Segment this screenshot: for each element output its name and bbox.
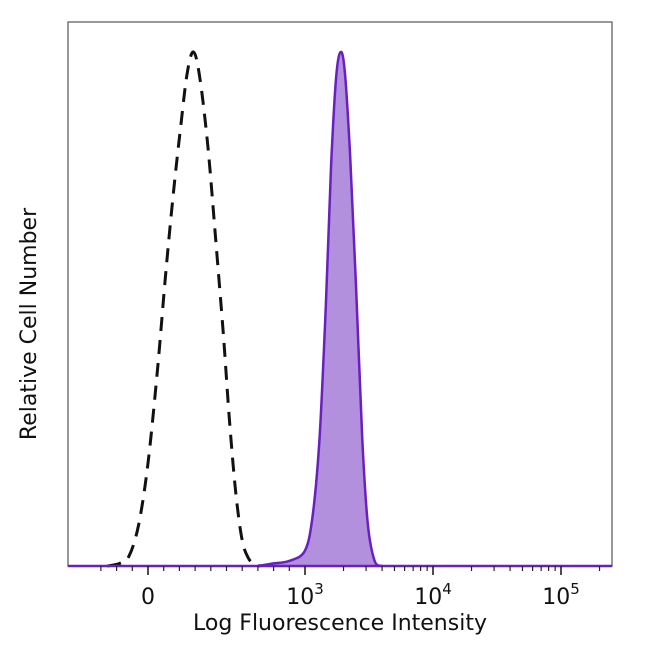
x-tick-label: 103 bbox=[286, 580, 324, 610]
axes: 0 103 104 105 Log Fluorescence Intensity Rela… bbox=[17, 21, 613, 636]
series-1-fill bbox=[257, 51, 383, 566]
series-1-line bbox=[257, 50, 383, 568]
x-tick-label: 105 bbox=[542, 580, 580, 610]
series-0-line bbox=[106, 50, 262, 568]
x-tick-label: 0 bbox=[141, 585, 155, 610]
y-axis-label: Relative Cell Number bbox=[17, 207, 42, 440]
x-tick-label: 104 bbox=[414, 580, 452, 610]
x-axis-label: Log Fluorescence Intensity bbox=[193, 611, 487, 636]
plot-area bbox=[106, 50, 383, 568]
